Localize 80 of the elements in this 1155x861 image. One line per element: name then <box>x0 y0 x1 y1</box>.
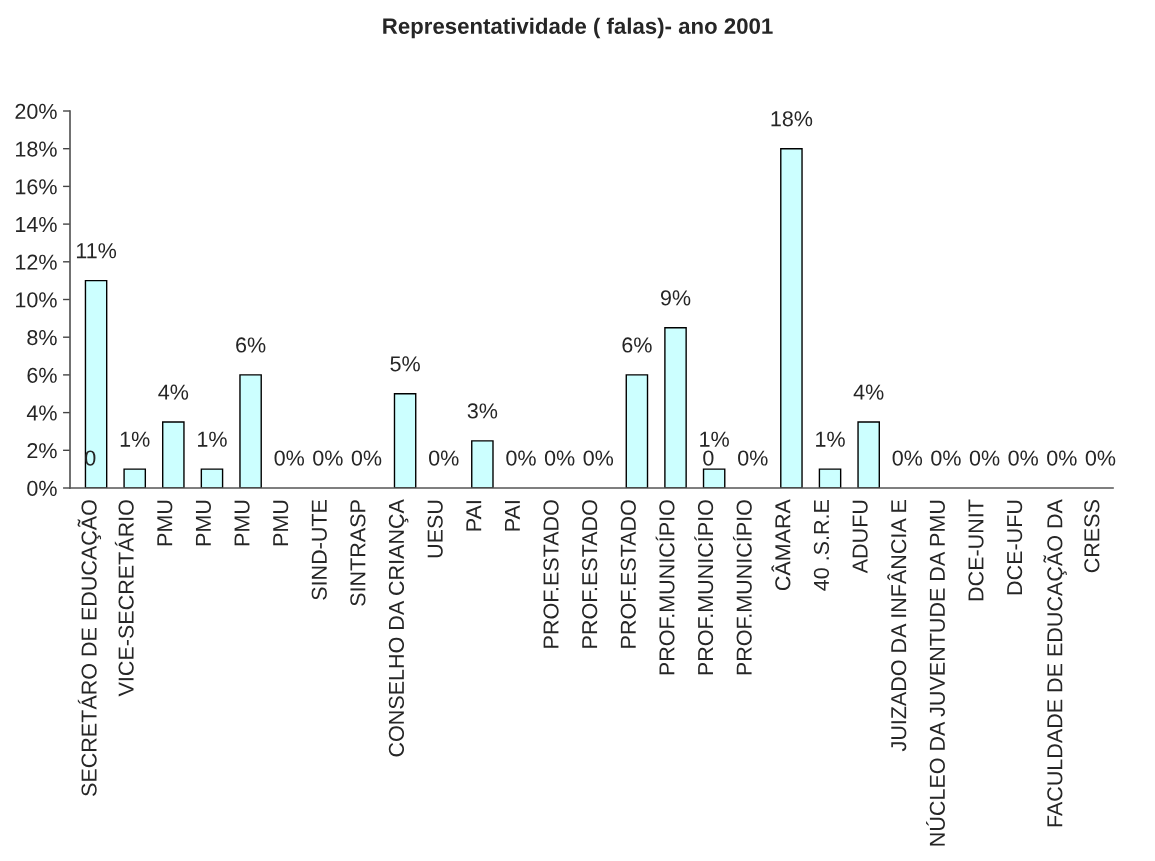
bar <box>200 468 224 488</box>
x-tick-label: PROF.ESTADO <box>620 500 636 648</box>
data-label: 9% <box>660 290 691 306</box>
x-tick-label: PMU <box>195 500 211 546</box>
data-label: 0% <box>931 450 961 466</box>
bar <box>664 327 687 488</box>
bar <box>162 421 185 488</box>
data-label: 0% <box>429 450 459 466</box>
bar <box>393 393 417 488</box>
y-tick-label: 18% <box>16 141 57 157</box>
x-tick-label: PROF.MUNICÍPIO <box>694 500 714 675</box>
data-label: 1% <box>700 431 729 447</box>
x-tick-label: PMU <box>273 500 289 546</box>
x-tick-label: PAI <box>466 501 482 531</box>
x-tick-label: SINTRASP <box>350 500 366 606</box>
x-tick-label: CONSELHO DA CRIANÇA <box>388 499 409 757</box>
data-label: 0% <box>313 450 343 466</box>
y-tick-label: 2% <box>27 443 57 459</box>
x-tick-label: CRESS <box>1084 500 1100 573</box>
data-label: 0% <box>351 450 382 466</box>
x-tick-label: 40 .S.R.E <box>813 500 830 591</box>
bar <box>625 374 649 488</box>
data-label: 4% <box>853 384 884 400</box>
data-label: 0% <box>1008 450 1038 466</box>
data-label: 18% <box>771 111 813 127</box>
data-label: 6% <box>622 337 652 353</box>
data-label: 0% <box>544 450 575 466</box>
data-label: 11% <box>76 243 117 259</box>
y-tick-label: 16% <box>16 179 57 195</box>
y-tick-label: 10% <box>16 292 57 308</box>
x-tick-label: JUIZADO DA INFÂNCIA E <box>887 500 907 752</box>
bar <box>239 374 262 488</box>
x-tick-label: CÂMARA <box>771 499 791 591</box>
chart-title: Representatividade ( falas)- ano 2001 <box>383 17 773 39</box>
data-label: 1% <box>816 431 845 447</box>
x-tick-label: SECRETÁRO DE EDUCAÇÃO <box>77 500 102 796</box>
data-label: 3% <box>467 403 498 419</box>
x-tick-label: DCE-UNIT <box>968 499 984 601</box>
x-tick-label: VICE-SECRETÁRIO <box>114 500 134 697</box>
data-label: 0% <box>506 450 536 466</box>
x-tick-label: PAI <box>505 501 520 531</box>
data-label: 4% <box>158 384 189 400</box>
bar <box>123 468 147 488</box>
y-tick-label: 20% <box>15 103 57 120</box>
x-tick-label: PROF.ESTADO <box>582 500 598 648</box>
x-tick-label: NÚCLEO DA JUVENTUDE DA PMU <box>926 500 945 846</box>
bar <box>780 148 803 488</box>
y-tick-label: 8% <box>27 329 57 346</box>
data-label: 1% <box>198 431 227 447</box>
data-label: 0% <box>583 450 614 466</box>
x-tick-label: PMU <box>157 500 173 546</box>
bar <box>818 468 842 488</box>
y-tick-label: 6% <box>27 367 57 383</box>
bar <box>702 468 726 488</box>
x-tick-label: PROF.ESTADO <box>543 500 559 648</box>
data-label: 0% <box>738 450 768 466</box>
data-label: 0 <box>703 450 714 466</box>
data-label: 5% <box>390 356 420 372</box>
x-tick-label: DCE-UFU <box>1006 500 1023 595</box>
data-label: 1% <box>120 431 150 447</box>
data-label: 0% <box>1047 450 1077 466</box>
bar <box>471 440 494 488</box>
y-tick-label: 0% <box>27 480 57 497</box>
bar <box>857 421 880 488</box>
bar <box>84 279 108 488</box>
x-tick-label: PROF.MUNICÍPIO <box>655 500 675 675</box>
x-tick-label: PMU <box>234 500 250 546</box>
y-tick-label: 12% <box>16 254 57 270</box>
data-label: 0% <box>274 450 305 466</box>
x-tick-label: FACULDADE DE EDUCAÇÃO DA <box>1043 499 1067 827</box>
data-label: 6% <box>236 337 266 353</box>
data-label: 0% <box>892 450 923 466</box>
x-tick-label: SIND-UTE <box>311 500 327 600</box>
x-tick-label: UESU <box>427 500 443 558</box>
x-tick-label: ADUFU <box>852 500 868 574</box>
x-tick-label: PROF.MUNICÍPIO <box>732 500 752 675</box>
y-tick-label: 14% <box>16 216 57 233</box>
data-label: 0% <box>1085 450 1116 466</box>
y-tick-label: 4% <box>26 405 57 421</box>
data-label: 0% <box>969 450 1000 466</box>
